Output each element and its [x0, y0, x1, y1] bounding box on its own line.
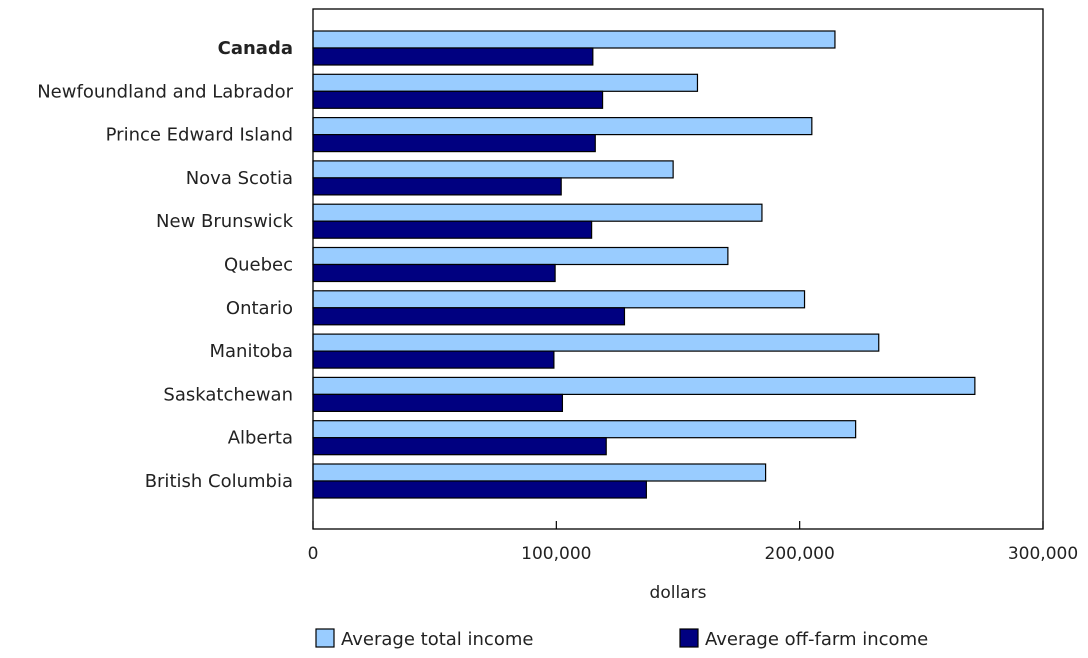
legend: Average total income Average off-farm inc… [315, 628, 928, 650]
bar-average-total-income-ontario [312, 290, 806, 309]
category-label-new-brunswick: New Brunswick [156, 211, 294, 232]
legend-swatch-average-total-income [315, 628, 335, 648]
category-label-manitoba: Manitoba [210, 341, 294, 362]
category-label-quebec: Quebec [224, 255, 293, 276]
x-axis-title: dollars [650, 583, 707, 603]
bar-average-off-farm-income-manitoba [312, 350, 555, 369]
bar-average-off-farm-income-prince-edward-island [312, 134, 596, 153]
legend-swatch-average-off-farm-income [679, 628, 699, 648]
bar-average-total-income-new-brunswick [312, 203, 763, 222]
category-label-british-columbia: British Columbia [145, 471, 293, 492]
bar-average-off-farm-income-saskatchewan [312, 393, 564, 412]
bar-average-off-farm-income-nova-scotia [312, 177, 562, 196]
category-label-prince-edward-island: Prince Edward Island [106, 125, 293, 146]
category-label-alberta: Alberta [228, 428, 293, 449]
bar-average-off-farm-income-ontario [312, 307, 626, 326]
category-labels: Canada Newfoundland and Labrador Prince Ed… [37, 38, 293, 492]
bar-average-total-income-nova-scotia [312, 160, 674, 179]
bar-average-off-farm-income-british-columbia [312, 480, 647, 499]
bar-average-off-farm-income-quebec [312, 263, 556, 283]
bar-average-off-farm-income-alberta [312, 437, 607, 456]
x-axis-ticks: 0 100,000 200,000 300,000 [308, 521, 1078, 564]
bar-average-total-income-manitoba [312, 333, 880, 352]
bar-average-total-income-saskatchewan [312, 376, 976, 395]
x-tick-label: 200,000 [765, 544, 835, 564]
bar-average-total-income-quebec [312, 246, 729, 266]
bar-average-off-farm-income-canada [312, 47, 594, 66]
category-label-newfoundland-and-labrador: Newfoundland and Labrador [37, 81, 293, 102]
category-label-saskatchewan: Saskatchewan [163, 384, 293, 405]
category-label-nova-scotia: Nova Scotia [186, 168, 293, 189]
bars-layer [312, 30, 976, 499]
bar-average-total-income-alberta [312, 420, 857, 439]
x-tick-label: 0 [308, 544, 319, 564]
bar-average-off-farm-income-newfoundland-and-labrador [312, 90, 604, 109]
bar-average-off-farm-income-new-brunswick [312, 220, 593, 239]
category-label-canada: Canada [218, 38, 293, 59]
bar-average-total-income-british-columbia [312, 463, 767, 482]
category-label-ontario: Ontario [226, 298, 293, 319]
x-tick-label: 300,000 [1008, 544, 1078, 564]
bar-average-total-income-newfoundland-and-labrador [312, 73, 699, 92]
legend-label-average-total-income: Average total income [341, 629, 533, 650]
plot-frame [312, 8, 1044, 530]
bar-average-total-income-canada [312, 30, 836, 49]
bar-average-total-income-prince-edward-island [312, 116, 813, 136]
legend-label-average-off-farm-income: Average off-farm income [705, 629, 928, 650]
x-tick-label: 100,000 [521, 544, 591, 564]
